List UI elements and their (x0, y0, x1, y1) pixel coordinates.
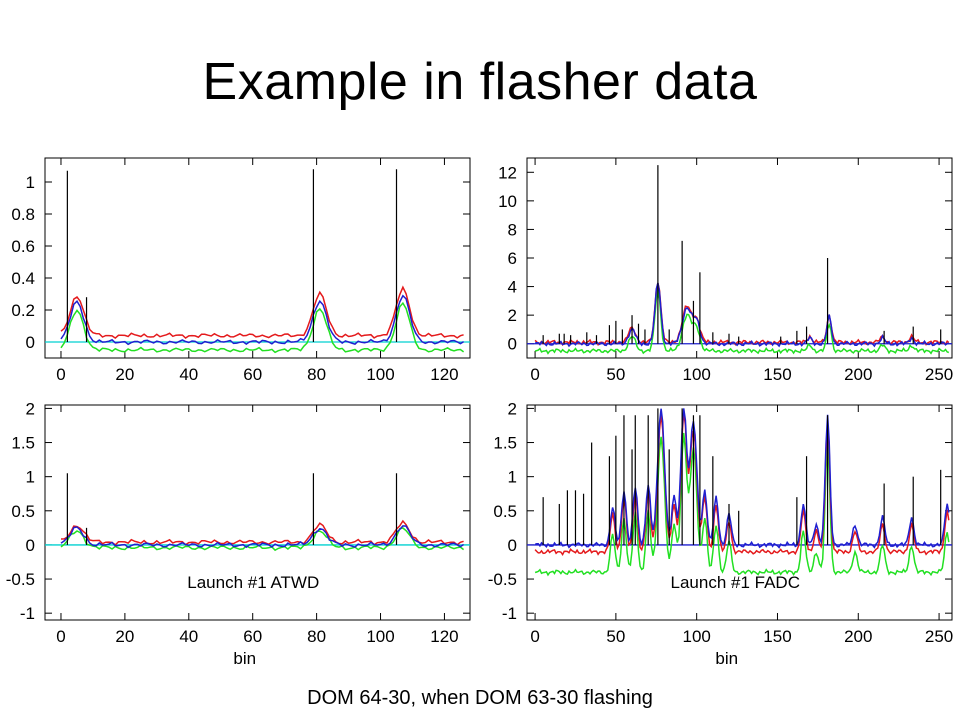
y-tick-label: 4 (508, 278, 517, 297)
y-tick-label: 12 (498, 163, 517, 182)
y-tick-label: 1.5 (493, 434, 517, 453)
y-tick-label: 0 (508, 536, 517, 555)
y-tick-label: 0.2 (11, 301, 35, 320)
x-tick-label: 80 (307, 365, 326, 384)
y-tick-label: -1 (502, 604, 517, 623)
plot-frame (44, 157, 471, 359)
y-tick-label: 0.5 (493, 502, 517, 521)
series-red (60, 519, 464, 546)
y-tick-label: 0.5 (11, 502, 35, 521)
series-red (534, 283, 950, 347)
x-axis-label: bin (233, 649, 256, 668)
x-tick-label: 20 (115, 365, 134, 384)
x-tick-label: 0 (56, 365, 65, 384)
y-tick-label: 2 (508, 306, 517, 325)
x-tick-label: 40 (179, 627, 198, 646)
y-tick-label: 0 (508, 335, 517, 354)
y-tick-label: 1.5 (11, 434, 35, 453)
y-tick-label: 0 (26, 333, 35, 352)
x-tick-label: 200 (844, 365, 872, 384)
x-tick-label: 250 (925, 627, 953, 646)
x-tick-label: 0 (530, 365, 539, 384)
x-tick-label: 100 (682, 627, 710, 646)
page-title: Example in flasher data (202, 53, 758, 111)
y-tick-label: 1 (26, 468, 35, 487)
data-layer (527, 408, 952, 577)
y-tick-label: 8 (508, 220, 517, 239)
data-layer (45, 473, 470, 552)
y-tick-label: 0.6 (11, 237, 35, 256)
panel-bottom-left: 0 20 40 60 80 100 120 -1 -0.5 0 0.5 1 1.5 2 bin Launch … (6, 399, 471, 668)
y-tick-label: 10 (498, 192, 517, 211)
x-axis-label: bin (715, 649, 738, 668)
x-tick-label: 250 (925, 365, 953, 384)
x-tick-label: 200 (844, 627, 872, 646)
plot-frame (526, 404, 953, 621)
series-green (60, 301, 465, 354)
panel-top-right: 0 50 100 150 200 250 0 2 4 6 8 10 12 (498, 157, 953, 384)
y-tick-label: 2 (26, 399, 35, 418)
data-layer (45, 169, 470, 354)
data-layer (527, 165, 952, 355)
y-tick-label: -0.5 (488, 570, 517, 589)
x-tick-label: 80 (307, 627, 326, 646)
panel-top-left: 0 20 40 60 80 100 120 0 0.2 0.4 0.6 0.8 1 (11, 157, 471, 384)
series-green (60, 527, 465, 552)
y-tick-label: 1 (26, 173, 35, 192)
y-tick-label: -1 (20, 604, 35, 623)
series-green (534, 432, 950, 577)
y-tick-label: 2 (508, 399, 517, 418)
x-tick-label: 150 (763, 627, 791, 646)
y-tick-label: 0.8 (11, 205, 35, 224)
series-red (534, 412, 950, 556)
x-tick-label: 50 (606, 365, 625, 384)
plot-frame (526, 157, 953, 359)
y-tick-label: -0.5 (6, 570, 35, 589)
x-tick-label: 100 (366, 365, 394, 384)
x-tick-label: 100 (682, 365, 710, 384)
x-tick-label: 40 (179, 365, 198, 384)
series-green (534, 288, 950, 355)
x-tick-label: 50 (606, 627, 625, 646)
figure-caption: DOM 64-30, when DOM 63-30 flashing (307, 687, 653, 709)
plot-frame (44, 404, 471, 621)
x-tick-label: 20 (115, 627, 134, 646)
y-tick-label: 0.4 (11, 269, 35, 288)
panel-annotation: Launch #1 ATWD (187, 573, 319, 592)
x-tick-label: 120 (430, 365, 458, 384)
y-tick-label: 1 (508, 468, 517, 487)
x-tick-label: 60 (243, 627, 262, 646)
series-red (60, 285, 464, 340)
x-tick-label: 0 (56, 627, 65, 646)
panel-bottom-right: 0 50 100 150 200 250 -1 -0.5 0 0.5 1 1.5 2 bin Launch … (488, 399, 954, 668)
series-blue (534, 408, 950, 549)
x-tick-label: 120 (430, 627, 458, 646)
x-tick-label: 100 (366, 627, 394, 646)
series-blue (534, 282, 949, 348)
x-tick-label: 150 (763, 365, 791, 384)
y-tick-label: 6 (508, 249, 517, 268)
panel-annotation: Launch #1 FADC (671, 573, 800, 592)
y-tick-label: 0 (26, 536, 35, 555)
x-tick-label: 60 (243, 365, 262, 384)
x-tick-label: 0 (530, 627, 539, 646)
